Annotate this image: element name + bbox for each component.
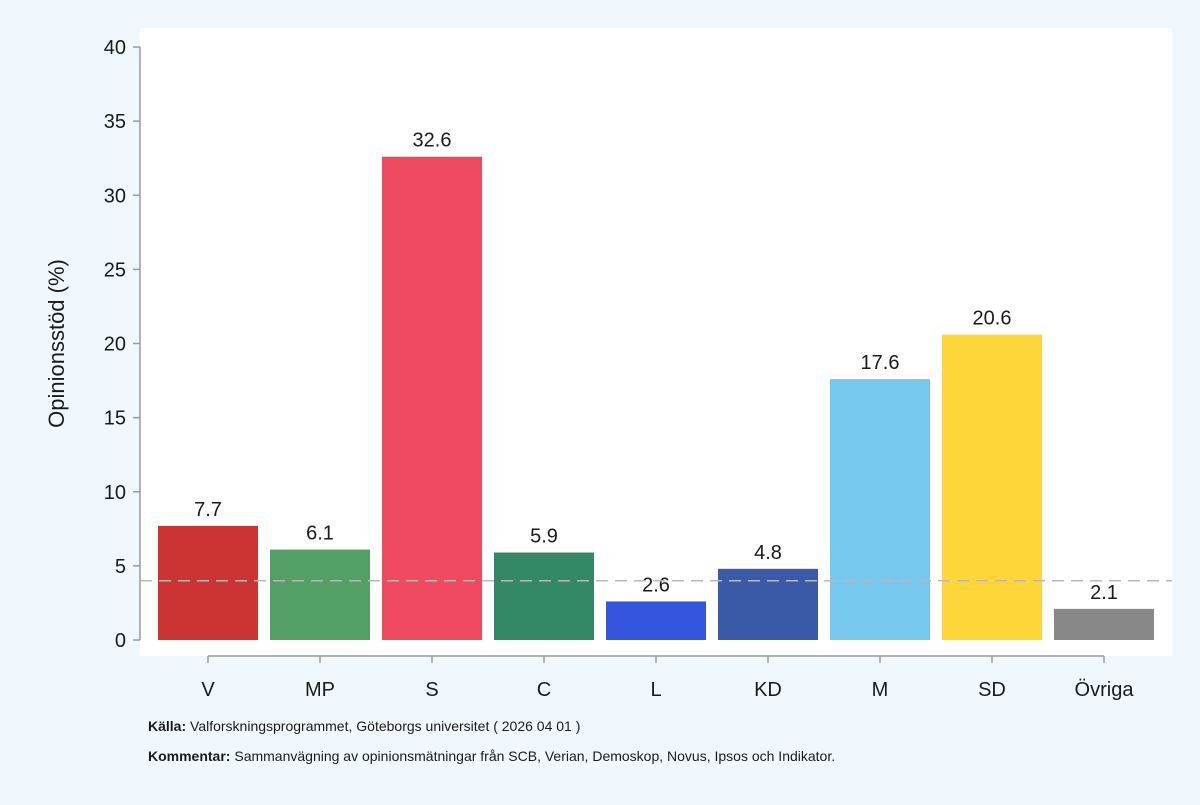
value-label: 32.6 [413, 130, 452, 152]
bar-sd [942, 334, 1042, 640]
y-tick-label: 20 [104, 334, 126, 356]
value-label: 2.1 [1090, 582, 1118, 604]
y-tick-label: 40 [104, 37, 126, 59]
x-tick-label: Övriga [1075, 679, 1135, 701]
y-tick-label: 15 [104, 408, 126, 430]
comment-text: Sammanvägning av opinionsmätningar från … [230, 748, 836, 764]
value-label: 4.8 [754, 542, 782, 564]
comment-note: Kommentar: Sammanvägning av opinionsmätn… [148, 748, 835, 764]
x-tick-label: V [201, 679, 215, 701]
y-tick-label: 25 [104, 259, 126, 281]
y-tick-label: 30 [104, 185, 126, 207]
bar-övriga [1054, 608, 1154, 640]
bar-c [494, 552, 594, 640]
source-note: Källa: Valforskningsprogrammet, Göteborg… [148, 718, 580, 734]
x-tick-label: SD [978, 679, 1006, 701]
value-label: 5.9 [530, 526, 558, 548]
bar-v [158, 525, 258, 640]
bar-m [830, 379, 930, 640]
value-label: 7.7 [194, 499, 222, 521]
comment-label: Kommentar: [148, 748, 231, 764]
source-text: Valforskningsprogrammet, Göteborgs unive… [186, 718, 581, 734]
value-label: 6.1 [306, 523, 334, 545]
bar-l [606, 601, 706, 640]
y-axis-title: Opinionsstöd (%) [44, 259, 69, 428]
x-tick-label: KD [754, 679, 782, 701]
x-tick-label: C [537, 679, 551, 701]
y-tick-label: 35 [104, 111, 126, 133]
bar-kd [718, 568, 818, 640]
source-label: Källa: [148, 718, 187, 734]
y-tick-label: 5 [115, 556, 126, 578]
x-tick-label: S [425, 679, 438, 701]
bar-mp [270, 549, 370, 640]
bar-s [382, 156, 482, 640]
x-tick-label: L [650, 679, 661, 701]
value-label: 2.6 [642, 574, 670, 596]
x-tick-label: M [872, 679, 889, 701]
x-tick-label: MP [305, 679, 335, 701]
value-label: 17.6 [861, 352, 900, 374]
y-tick-label: 0 [115, 630, 126, 652]
value-label: 20.6 [973, 308, 1012, 330]
y-tick-label: 10 [104, 482, 126, 504]
